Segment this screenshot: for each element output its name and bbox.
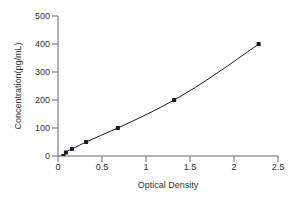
svg-text:2.5: 2.5: [272, 162, 285, 172]
svg-text:0: 0: [55, 162, 60, 172]
svg-text:100: 100: [35, 123, 50, 133]
svg-text:Optical Density: Optical Density: [138, 180, 199, 190]
svg-text:0.5: 0.5: [96, 162, 109, 172]
svg-text:1: 1: [143, 162, 148, 172]
svg-text:200: 200: [35, 95, 50, 105]
svg-text:500: 500: [35, 11, 50, 21]
svg-text:400: 400: [35, 39, 50, 49]
svg-text:1.5: 1.5: [184, 162, 197, 172]
svg-text:0: 0: [45, 151, 50, 161]
svg-text:300: 300: [35, 67, 50, 77]
svg-text:Concentration(pg/mL): Concentration(pg/mL): [13, 42, 23, 129]
svg-text:2: 2: [231, 162, 236, 172]
